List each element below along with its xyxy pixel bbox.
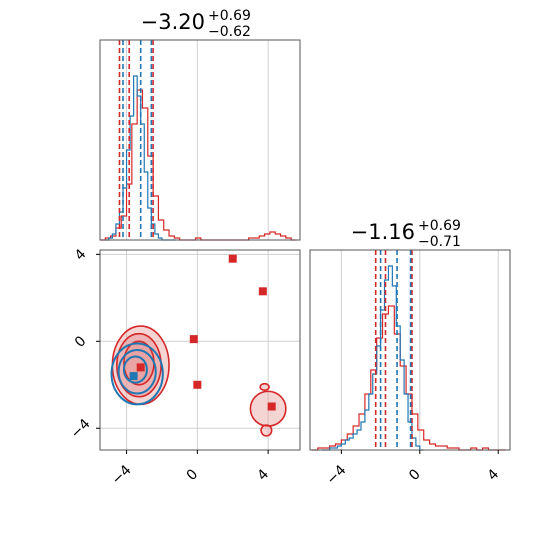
red-point [228,254,237,263]
red-point [136,363,145,372]
red-point [267,402,276,411]
y-axis-param-2-label: 0 [72,333,90,351]
x-axis-param-2-label: 0 [406,466,424,484]
marginal-histogram-param-2: −4 0 4 −1.16 +0.69−0.71 [309,218,511,488]
x-axis-param-1-label: 4 [255,466,273,484]
panel-title-param-2-minus: −0.71 [418,234,461,250]
marginal-histogram-param-1: −3.20 +0.69−0.62 [99,8,301,241]
panel-frame [99,39,301,241]
blue-density-contour [117,349,157,395]
panel-title-param-1-minus: −0.62 [208,24,251,40]
blue-density-contour [110,342,164,406]
red-point [193,380,202,389]
red-density-contour [259,382,270,392]
blue-histogram-series [105,75,177,241]
blue-histogram-series [321,265,424,451]
panel-title-param-2-value: −1.16 [351,220,415,244]
panel-title-param-1-value: −3.20 [141,10,205,34]
red-point [258,287,267,296]
x-axis-param-1-label: −4 [109,462,135,488]
blue-density-contour [122,355,148,384]
joint-scatter-panel: −4 0 4 −4 0 4 [68,246,301,488]
panel-frame [99,249,301,451]
red-density-contour [260,424,273,437]
x-axis-param-2-label: −4 [324,462,350,488]
y-axis-param-2-label: 4 [72,246,90,264]
panel-title-param-1-plus: +0.69 [208,8,251,24]
blue-point [129,372,138,381]
red-point [189,335,198,344]
y-axis-param-2-label: −4 [68,416,94,442]
panel-title-param-2-plus: +0.69 [418,218,461,234]
panel-frame [309,249,511,451]
x-axis-param-1-label: 0 [184,466,202,484]
x-axis-param-2-label: 4 [485,466,503,484]
